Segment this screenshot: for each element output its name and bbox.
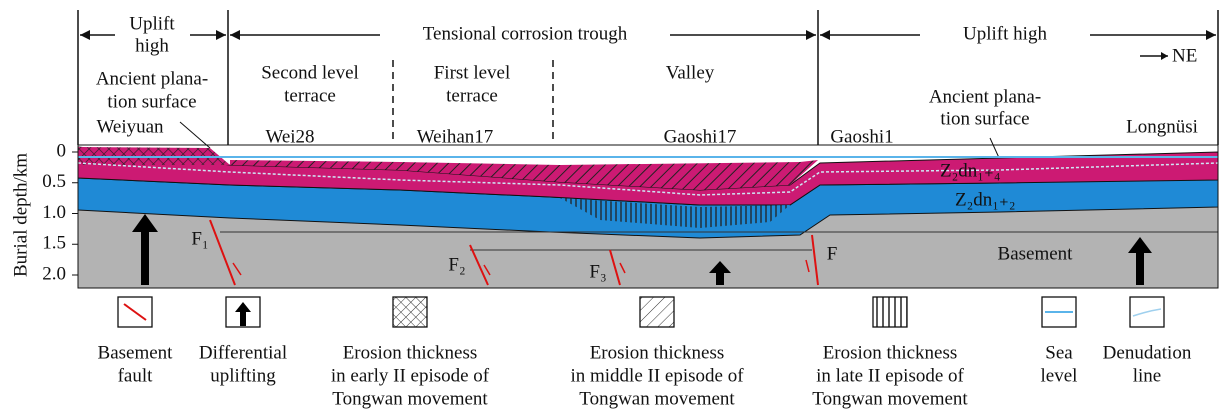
layer-label: Basement [998, 243, 1074, 264]
subzone-label: Second level [261, 62, 359, 83]
legend-label: fault [118, 365, 154, 386]
well-label: Gaoshi1 [830, 126, 893, 147]
legend-swatch [640, 297, 674, 327]
y-tick-label: 2.0 [42, 263, 66, 284]
section [78, 145, 1218, 288]
legend-label: in middle II episode of [570, 365, 744, 386]
y-tick-label: 0.5 [42, 171, 66, 192]
subzone-label: First level [434, 62, 511, 83]
y-tick-label: 1.5 [42, 233, 66, 254]
arrow-head [1161, 52, 1168, 60]
legend-label: Erosion thickness [823, 342, 958, 363]
annotation: Ancient plana- [96, 68, 208, 89]
annotation: Ancient plana- [929, 86, 1041, 107]
legend-label: Tongwan movement [332, 388, 488, 409]
legend-label: Basement [98, 342, 174, 363]
zone-label: Uplift high [963, 23, 1047, 44]
fault-label: F₃ [589, 261, 606, 282]
direction-label: NE [1172, 45, 1197, 66]
header [78, 10, 1218, 145]
zone-label: Tensional corrosion trough [423, 23, 628, 44]
legend-label: line [1133, 365, 1162, 386]
fault-label: F₁ [191, 228, 208, 249]
well-label: Wei28 [265, 126, 314, 147]
legend-label: Erosion thickness [343, 342, 478, 363]
legend-label: Erosion thickness [590, 342, 725, 363]
legend-label: Denudation [1103, 342, 1192, 363]
annotation: tion surface [940, 108, 1029, 129]
subzone-label: Valley [666, 62, 715, 83]
layer-label: Z₂dn₁₊₄ [940, 160, 1001, 181]
y-axis: 0 0.5 1.0 1.5 2.0 [42, 140, 78, 284]
legend-label: uplifting [210, 365, 276, 386]
legend [118, 297, 1164, 327]
legend-label: in late II episode of [816, 365, 964, 386]
zone-label: Uplift [129, 13, 175, 34]
well-label: Weihan17 [417, 126, 494, 147]
well-label: Longnüsi [1126, 116, 1198, 137]
well-label: Weiyuan [96, 116, 164, 137]
annotation: tion surface [107, 91, 196, 112]
zone-label: high [135, 35, 169, 56]
legend-swatch [873, 297, 907, 327]
layer-label: Z₂dn₁₊₂ [955, 189, 1016, 210]
well-label: Gaoshi17 [664, 126, 737, 147]
legend-label: Tongwan movement [812, 388, 968, 409]
y-tick-label: 1.0 [42, 202, 66, 223]
legend-label: level [1041, 365, 1078, 386]
legend-label: in early II episode of [331, 365, 490, 386]
fault-label: F [827, 243, 838, 264]
y-tick-label: 0 [57, 140, 67, 161]
subzone-label: terrace [284, 85, 336, 106]
legend-label: Sea [1045, 342, 1073, 363]
legend-label: Differential [199, 342, 287, 363]
legend-label: Tongwan movement [579, 388, 735, 409]
cross-section: Uplift high Tensional corrosion trough U… [0, 0, 1220, 411]
y-axis-label: Burial depth/km [10, 153, 31, 277]
subzone-label: terrace [446, 85, 498, 106]
fault-label: F₂ [448, 254, 465, 275]
legend-swatch [393, 297, 427, 327]
